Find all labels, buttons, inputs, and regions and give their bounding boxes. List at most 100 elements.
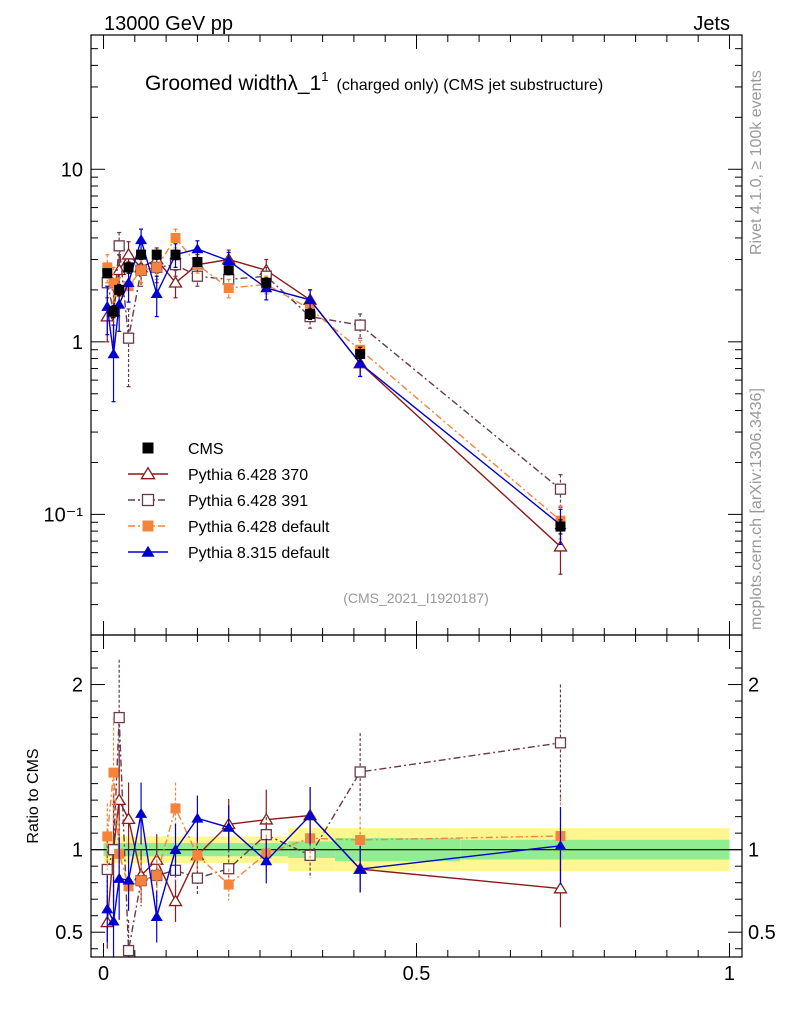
- y-tick-label: 10: [61, 159, 83, 181]
- ratio-point-pythia-6-428-391: [554, 737, 567, 749]
- ratio-point-pythia-8-315-default: [260, 855, 273, 866]
- ratio-point-pythia-8-315-default: [169, 843, 182, 854]
- data-point-cms: [170, 249, 181, 260]
- series-line-pythia-6-428-370: [106, 253, 561, 548]
- data-point-pythia-8-315-default: [354, 357, 367, 368]
- data-point-pythia-6-428-default: [108, 277, 119, 288]
- rivet-label: Rivet 4.1.0, ≥ 100k events: [748, 70, 765, 255]
- data-point-cms: [151, 249, 162, 260]
- data-point-pythia-8-315-default: [122, 277, 135, 288]
- ratio-point-pythia-6-428-391: [304, 849, 316, 862]
- analysis-id-label: (CMS_2021_I1920187): [343, 590, 489, 606]
- chart-title-sup: 1: [321, 69, 328, 84]
- data-point-cms: [123, 262, 134, 273]
- ratio-point-pythia-8-315-default: [191, 812, 204, 823]
- header-right-label: Jets: [693, 13, 730, 35]
- ratio-point-pythia-8-315-default: [222, 821, 235, 832]
- ratio-point-pythia-6-428-391: [113, 711, 125, 724]
- ratio-point-pythia-6-428-default: [151, 870, 162, 881]
- data-point-pythia-8-315-default: [135, 234, 148, 245]
- data-point-pythia-6-428-391: [554, 483, 567, 495]
- data-point-cms: [261, 277, 272, 288]
- data-point-pythia-8-315-default: [150, 288, 163, 299]
- ratio-point-pythia-8-315-default: [107, 915, 120, 926]
- main-panel-axes: 10⁻¹ 1 10: [44, 34, 742, 636]
- ratio-panel: 0.5 0.5 1 1 2 2 Ratio to CMS: [25, 634, 776, 958]
- data-point-cms: [108, 306, 119, 317]
- header-left-label: 13000 GeV pp: [104, 13, 233, 35]
- legend-marker-pythia-8-315-default: [141, 545, 155, 557]
- x-tick-label: 0.5: [403, 963, 431, 985]
- data-point-cms: [305, 308, 316, 319]
- data-point-pythia-8-315-default: [113, 298, 126, 309]
- ratio-point-pythia-6-428-391: [191, 872, 204, 884]
- mcplots-label: mcplots.cern.ch [arXiv:1306.3436]: [748, 388, 765, 630]
- ratio-point-pythia-6-428-391: [122, 944, 135, 957]
- y-tick-label: 10⁻¹: [44, 504, 84, 526]
- ratio-point-pythia-8-315-default: [554, 840, 567, 851]
- ratio-point-pythia-6-428-370: [121, 812, 136, 825]
- ratio-point-pythia-8-315-default: [354, 863, 367, 874]
- ratio-point-pythia-6-428-default: [170, 803, 181, 814]
- data-point-pythia-8-315-default: [222, 255, 235, 266]
- chart-title-suffix: (charged only) (CMS jet substructure): [337, 77, 604, 94]
- ratio-panel-axes: 0.5 0.5 1 1 2 2: [55, 635, 776, 957]
- data-point-cms: [136, 249, 147, 260]
- data-point-pythia-6-428-391: [113, 240, 125, 252]
- legend-marker-pythia-6-428-370: [140, 466, 156, 480]
- chart-title: Groomed widthλ_11 (charged only) (CMS jet…: [145, 69, 603, 95]
- ratio-y-tick-label: 1: [72, 840, 83, 862]
- ratio-point-pythia-8-315-default: [135, 807, 148, 818]
- data-point-cms: [223, 265, 234, 276]
- data-point-pythia-8-315-default: [191, 243, 204, 254]
- data-point-pythia-8-315-default: [107, 348, 120, 359]
- ratio-point-pythia-8-315-default: [113, 872, 126, 883]
- main-panel-data: [100, 228, 568, 575]
- ratio-y-tick-label: 0.5: [55, 922, 83, 944]
- ratio-panel-data: [100, 659, 568, 957]
- legend-marker-pythia-6-428-391: [141, 493, 155, 507]
- x-axis-labels: 0 0.5 1: [98, 963, 735, 985]
- ratio-point-pythia-6-428-default: [108, 767, 119, 778]
- ratio-point-pythia-6-428-370: [553, 881, 568, 894]
- data-point-pythia-6-428-370: [121, 247, 136, 260]
- ratio-panel-band: [91, 828, 742, 872]
- data-point-cms: [102, 268, 113, 279]
- ratio-point-pythia-8-315-default: [101, 903, 114, 914]
- y-tick-label: 1: [72, 332, 83, 354]
- data-point-pythia-6-428-370: [553, 539, 568, 552]
- data-point-pythia-6-428-370: [168, 275, 183, 288]
- ratio-panel-frame: [90, 634, 743, 958]
- x-tick-label: 1: [724, 963, 735, 985]
- legend-label-pythia-6-428-default: Pythia 6.428 default: [188, 519, 330, 536]
- ratio-point-pythia-6-428-default: [102, 831, 113, 842]
- ratio-point-pythia-6-428-default: [136, 875, 147, 886]
- ratio-y-tick-label-right: 1: [748, 840, 759, 862]
- chart-title-main: Groomed widthλ_1: [145, 72, 321, 95]
- ratio-point-pythia-8-315-default: [304, 809, 317, 820]
- ratio-point-pythia-8-315-default: [122, 874, 135, 885]
- legend: CMS Pythia 6.428 370 Pythia 6.428 391 Pythi…: [128, 441, 330, 562]
- data-point-cms: [555, 521, 566, 532]
- data-point-pythia-6-428-391: [122, 332, 135, 344]
- legend-label-pythia-6-428-370: Pythia 6.428 370: [188, 467, 308, 484]
- data-point-pythia-6-428-370: [112, 263, 127, 276]
- ratio-point-pythia-6-428-391: [354, 766, 366, 778]
- ratio-y-tick-label-right: 2: [748, 675, 759, 697]
- ratio-y-tick-label: 2: [72, 675, 83, 697]
- data-point-pythia-6-428-default: [223, 283, 234, 294]
- data-point-pythia-8-315-default: [304, 294, 317, 305]
- ratio-point-pythia-8-315-default: [150, 911, 163, 922]
- legend-label-pythia-8-315-default: Pythia 8.315 default: [188, 545, 330, 562]
- ratio-ylabel: Ratio to CMS: [25, 748, 42, 843]
- x-tick-label: 0: [98, 963, 109, 985]
- ratio-point-pythia-6-428-default: [355, 834, 366, 845]
- ratio-point-pythia-6-428-370: [149, 853, 164, 865]
- legend-marker-cms: [142, 442, 154, 454]
- data-point-cms: [114, 284, 125, 295]
- legend-marker-pythia-6-428-default: [142, 520, 154, 532]
- data-point-cms: [355, 349, 366, 360]
- data-point-pythia-6-428-default: [170, 232, 181, 243]
